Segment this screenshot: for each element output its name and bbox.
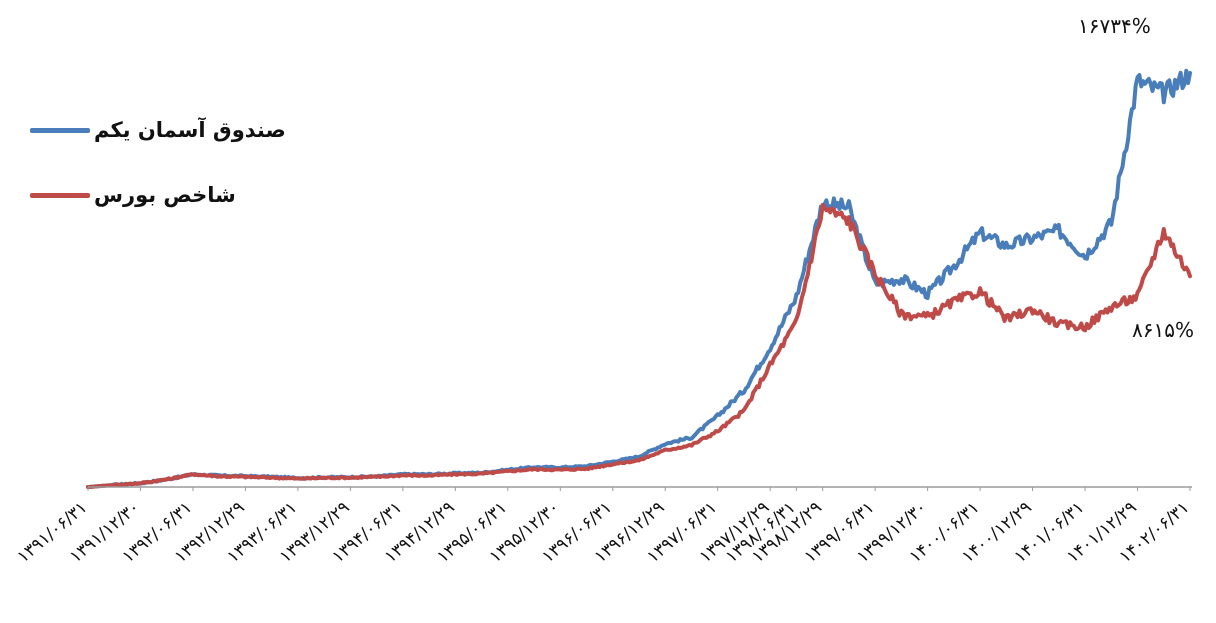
- legend-swatch-index: [30, 192, 90, 198]
- series-line-index: [86, 202, 1192, 489]
- legend-label-fund: صندوق آسمان یکم: [94, 118, 286, 142]
- legend-label-index: شاخص بورس: [94, 183, 236, 207]
- legend-swatch-fund: [30, 127, 90, 133]
- end-label-fund: ۱۶۷۳۴%: [1078, 14, 1151, 38]
- end-label-index: ۸۶۱۵%: [1132, 318, 1194, 342]
- legend-item-fund: صندوق آسمان یکم: [30, 118, 286, 142]
- legend-item-index: شاخص بورس: [30, 183, 236, 207]
- x-tick-layer: ۱۳۹۱/۰۶/۳۱۱۳۹۱/۱۲/۳۰۱۳۹۲/۰۶/۳۱۱۳۹۲/۱۲/۲۹…: [14, 487, 1193, 567]
- series-layer: [86, 68, 1192, 489]
